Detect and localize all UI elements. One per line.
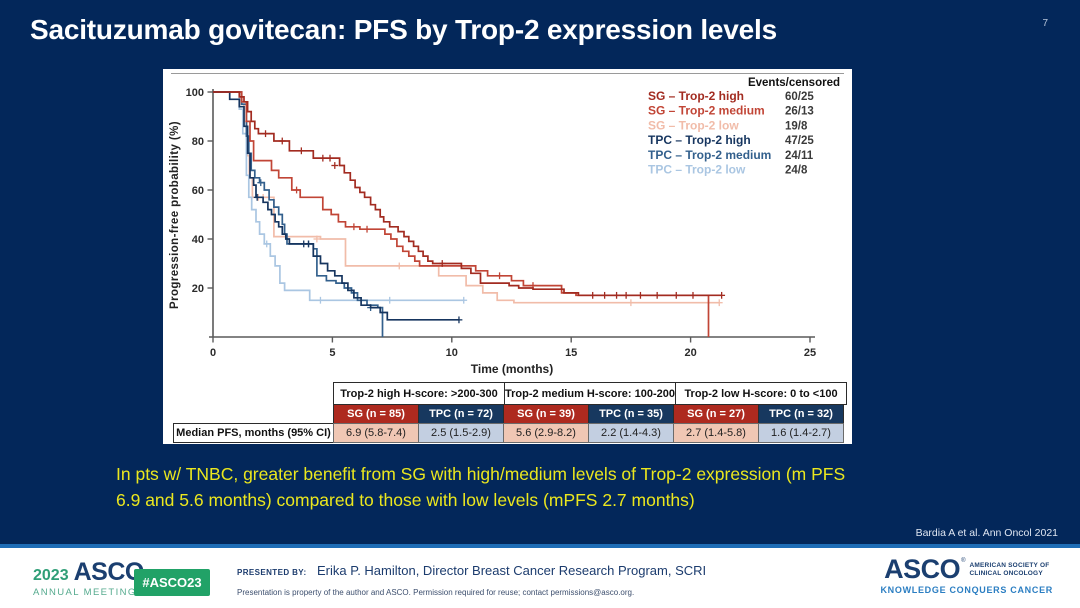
presenter-name: Erika P. Hamilton, Director Breast Cance… bbox=[316, 563, 707, 578]
svg-text:20: 20 bbox=[684, 347, 696, 359]
y-axis-label: Progression-free probability (%) bbox=[169, 121, 181, 309]
asco-annual-meeting-logo: 2023 ASCO ® ANNUAL MEETING bbox=[33, 560, 150, 598]
km-curve bbox=[213, 91, 459, 321]
legend-header: Events/censored bbox=[748, 77, 840, 89]
footer-divider-line bbox=[0, 544, 1080, 548]
svg-text:40: 40 bbox=[192, 234, 204, 246]
key-takeaway-line1: In pts w/ TNBC, greater benefit from SG … bbox=[116, 464, 846, 484]
meeting-subtitle: ANNUAL MEETING bbox=[33, 587, 137, 598]
asco-society-line1: AMERICAN SOCIETY OF bbox=[969, 561, 1050, 569]
figure-top-rule bbox=[171, 73, 844, 74]
table-corner-blank bbox=[173, 404, 334, 424]
legend-events-censored: 24/11 bbox=[785, 150, 814, 162]
x-axis-label: Time (months) bbox=[471, 362, 553, 376]
asco-society-logo: ASCO ® AMERICAN SOCIETY OF CLINICAL ONCO… bbox=[880, 556, 1053, 595]
arm-header-tpc-low: TPC (n = 32) bbox=[758, 404, 844, 424]
presented-by-label: PRESENTED BY: bbox=[237, 568, 307, 577]
meeting-asco-wordmark: ASCO bbox=[73, 558, 145, 586]
asco-wordmark: ASCO bbox=[884, 554, 961, 584]
median-pfs-table: Trop-2 high H-score: >200-300 Trop-2 med… bbox=[173, 382, 847, 443]
meeting-year: 2023 bbox=[33, 567, 69, 584]
legend-label: TPC – Trop-2 medium bbox=[648, 148, 771, 162]
value-tpc-med: 2.2 (1.4-4.3) bbox=[588, 423, 674, 443]
registered-mark-icon: ® bbox=[961, 558, 966, 564]
value-tpc-high: 2.5 (1.5-2.9) bbox=[418, 423, 504, 443]
svg-text:15: 15 bbox=[565, 347, 577, 359]
table-arm-header-row: SG (n = 85) TPC (n = 72) SG (n = 39) TPC… bbox=[173, 404, 847, 424]
svg-text:5: 5 bbox=[329, 347, 335, 359]
citation-text: Bardia A et al. Ann Oncol 2021 bbox=[915, 527, 1058, 539]
svg-text:0: 0 bbox=[210, 347, 216, 359]
km-curve bbox=[213, 91, 722, 297]
legend-label: SG – Trop-2 high bbox=[648, 89, 744, 103]
svg-text:60: 60 bbox=[192, 185, 204, 197]
figure-panel: 0 5 10 15 20 25 20 40 60 80 100 Time (months) Progre… bbox=[163, 69, 852, 444]
arm-header-sg-med: SG (n = 39) bbox=[503, 404, 589, 424]
svg-text:100: 100 bbox=[186, 87, 204, 99]
svg-text:10: 10 bbox=[446, 347, 458, 359]
legend-events-censored: 26/13 bbox=[785, 106, 814, 118]
legend-label: TPC – Trop-2 low bbox=[648, 163, 746, 177]
row-label-median-pfs: Median PFS, months (95% CI) bbox=[173, 423, 334, 443]
legend-label: SG – Trop-2 low bbox=[648, 118, 739, 132]
presented-by-block: PRESENTED BY: Erika P. Hamilton, Directo… bbox=[237, 562, 706, 597]
arm-header-sg-high: SG (n = 85) bbox=[333, 404, 419, 424]
table-values-row: Median PFS, months (95% CI) 6.9 (5.8-7.4… bbox=[173, 423, 847, 443]
legend-label: SG – Trop-2 medium bbox=[648, 104, 765, 118]
disclaimer-text: Presentation is property of the author a… bbox=[237, 588, 635, 597]
footer-bar: 2023 ASCO ® ANNUAL MEETING #ASCO23 PRESE… bbox=[0, 548, 1080, 608]
legend-events-censored: 24/8 bbox=[785, 165, 808, 177]
legend-events-censored: 47/25 bbox=[785, 135, 814, 147]
table-group-header-row: Trop-2 high H-score: >200-300 Trop-2 med… bbox=[173, 382, 847, 405]
arm-header-tpc-med: TPC (n = 35) bbox=[588, 404, 674, 424]
page-number: 7 bbox=[1042, 18, 1048, 29]
svg-text:25: 25 bbox=[804, 347, 816, 359]
key-takeaway-line2: 6.9 and 5.6 months) compared to those wi… bbox=[116, 490, 695, 510]
hashtag-badge: #ASCO23 bbox=[134, 569, 210, 596]
asco-tagline: KNOWLEDGE CONQUERS CANCER bbox=[880, 585, 1053, 595]
asco-society-line2: CLINICAL ONCOLOGY bbox=[969, 569, 1043, 577]
value-sg-med: 5.6 (2.9-8.2) bbox=[503, 423, 589, 443]
value-sg-low: 2.7 (1.4-5.8) bbox=[673, 423, 759, 443]
group-header-trop2-medium: Trop-2 medium H-score: 100-200 bbox=[504, 382, 676, 405]
arm-header-tpc-high: TPC (n = 72) bbox=[418, 404, 504, 424]
table-corner-blank bbox=[173, 382, 334, 405]
arm-header-sg-low: SG (n = 27) bbox=[673, 404, 759, 424]
km-curve bbox=[213, 91, 720, 304]
svg-text:80: 80 bbox=[192, 136, 204, 148]
value-tpc-low: 1.6 (1.4-2.7) bbox=[758, 423, 844, 443]
slide-title: Sacituzumab govitecan: PFS by Trop-2 exp… bbox=[30, 14, 777, 45]
value-sg-high: 6.9 (5.8-7.4) bbox=[333, 423, 419, 443]
legend-events-censored: 19/8 bbox=[785, 120, 808, 132]
asco-society-name: AMERICAN SOCIETY OF CLINICAL ONCOLOGY bbox=[970, 562, 1050, 578]
km-chart-svg: 0 5 10 15 20 25 20 40 60 80 100 Time (months) Progre… bbox=[169, 77, 840, 376]
key-takeaway-text: In pts w/ TNBC, greater benefit from SG … bbox=[116, 461, 976, 513]
km-curve bbox=[213, 91, 464, 302]
svg-text:20: 20 bbox=[192, 283, 204, 295]
legend-events-censored: 60/25 bbox=[785, 91, 814, 103]
km-curve bbox=[213, 91, 710, 337]
km-curve bbox=[213, 91, 384, 337]
group-header-trop2-high: Trop-2 high H-score: >200-300 bbox=[333, 382, 505, 405]
legend-label: TPC – Trop-2 high bbox=[648, 133, 751, 147]
group-header-trop2-low: Trop-2 low H-score: 0 to <100 bbox=[675, 382, 847, 405]
